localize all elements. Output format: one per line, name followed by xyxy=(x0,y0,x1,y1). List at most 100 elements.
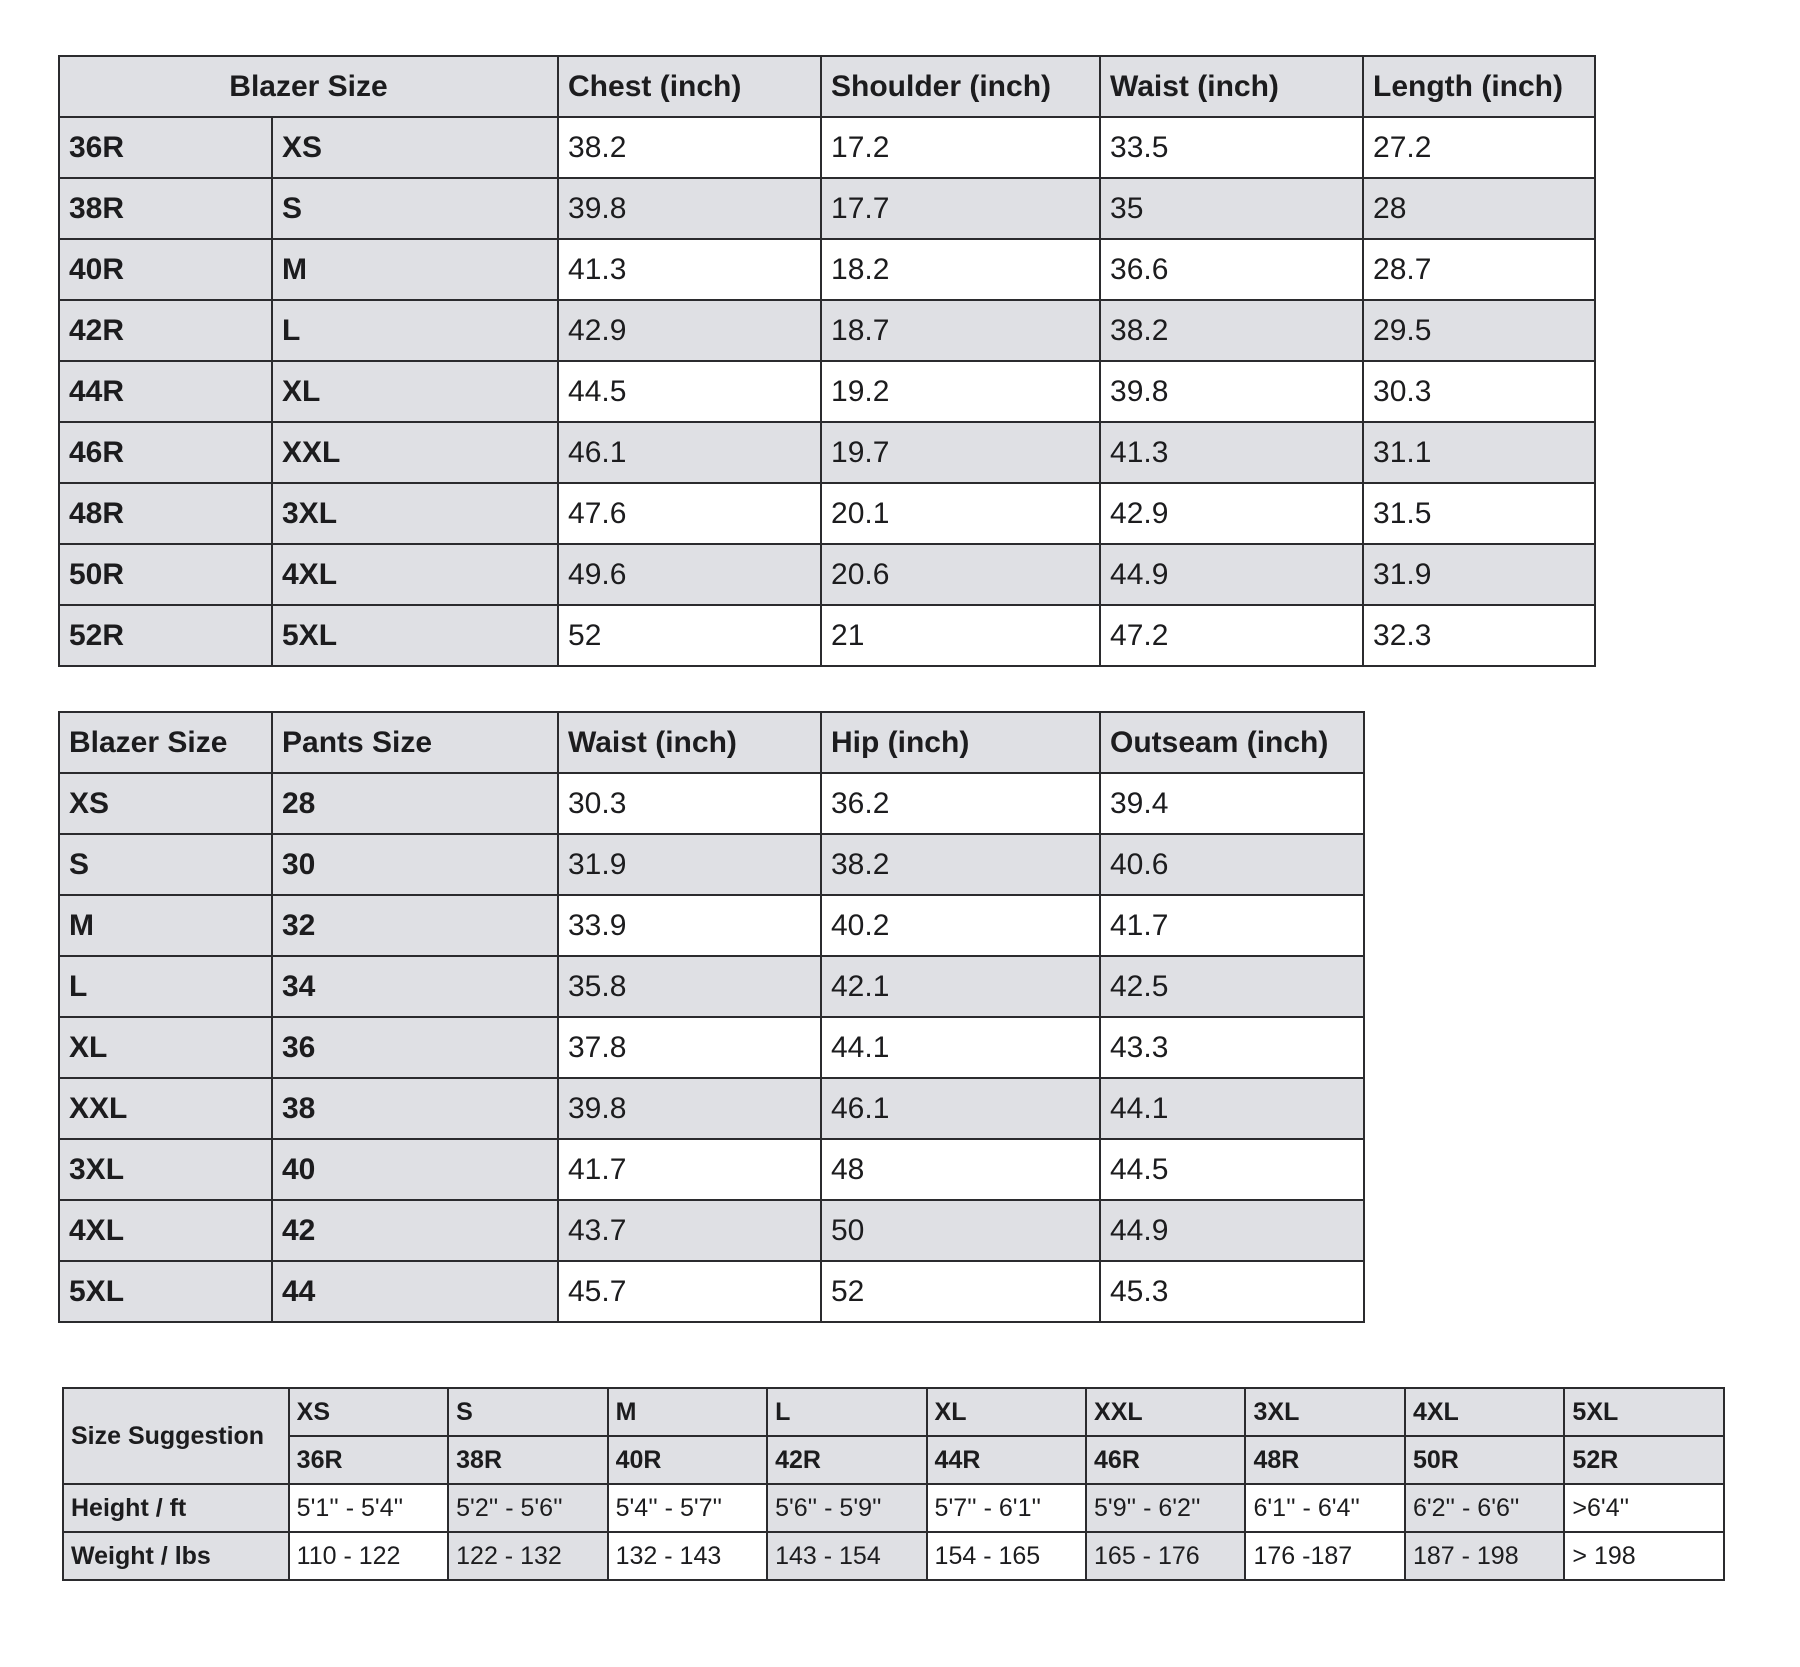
measurement-cell: 44.5 xyxy=(557,360,823,423)
table-row: XS 28 30.3 36.2 39.4 xyxy=(58,772,1365,835)
measurement-cell: 42.9 xyxy=(1099,482,1365,545)
measurement-cell: 27.2 xyxy=(1362,116,1597,179)
table-row: 50R 4XL 49.6 20.6 44.9 31.9 xyxy=(58,543,1597,606)
table-row: L 34 35.8 42.1 42.5 xyxy=(58,955,1365,1018)
blazer-size-cell: M xyxy=(58,894,273,957)
letter-size-header: S xyxy=(447,1387,609,1437)
measurement-cell: 17.2 xyxy=(820,116,1102,179)
letter-size-row: Size Suggestion XS S M L XL XXL 3XL 4XL 5XL xyxy=(62,1387,1725,1485)
column-header: Blazer Size xyxy=(58,711,273,774)
letter-size-cell: 3XL xyxy=(270,482,560,545)
measurement-cell: 30.3 xyxy=(557,772,822,835)
measurement-cell: 41.7 xyxy=(557,1138,822,1201)
measurement-cell: 44.1 xyxy=(1099,1077,1365,1140)
measurement-cell: 19.7 xyxy=(820,421,1102,484)
measurement-cell: 30.3 xyxy=(1362,360,1597,423)
measurement-cell: 18.2 xyxy=(820,238,1102,301)
measurement-cell: 45.3 xyxy=(1099,1260,1365,1323)
blazer-size-cell: XS xyxy=(58,772,273,835)
letter-size-header: XXL xyxy=(1085,1387,1247,1437)
suggestion-cell: 110 - 122 xyxy=(287,1531,450,1581)
measurement-cell: 33.9 xyxy=(557,894,822,957)
letter-size-cell: XL xyxy=(270,360,560,423)
measurement-cell: 43.3 xyxy=(1099,1016,1365,1079)
measurement-cell: 31.9 xyxy=(1362,543,1597,606)
suggestion-cell: 5'9'' - 6'2'' xyxy=(1085,1483,1247,1533)
measurement-cell: 47.6 xyxy=(557,482,823,545)
suggestion-cell: 5'6'' - 5'9'' xyxy=(766,1483,928,1533)
row-label: Height / ft xyxy=(62,1483,290,1533)
pants-size-cell: 36 xyxy=(271,1016,559,1079)
table-row: 3XL 40 41.7 48 44.5 xyxy=(58,1138,1365,1201)
measurement-cell: 37.8 xyxy=(557,1016,822,1079)
size-suggestion-table: Size Suggestion XS S M L XL XXL 3XL 4XL 5XL 36R 38R… xyxy=(62,1387,1725,1581)
letter-size-header: XS xyxy=(287,1387,450,1437)
measurement-cell: 31.9 xyxy=(557,833,822,896)
measurement-cell: 44.1 xyxy=(820,1016,1101,1079)
measurement-cell: 28 xyxy=(1362,177,1597,240)
table-row: XXL 38 39.8 46.1 44.1 xyxy=(58,1077,1365,1140)
blazer-size-cell: 3XL xyxy=(58,1138,273,1201)
blazer-size-cell: 40R xyxy=(58,238,273,301)
measurement-cell: 49.6 xyxy=(557,543,823,606)
letter-size-header: 5XL xyxy=(1563,1387,1725,1437)
suggestion-cell: 6'1'' - 6'4'' xyxy=(1244,1483,1406,1533)
measurement-cell: 35 xyxy=(1099,177,1365,240)
table-row: M 32 33.9 40.2 41.7 xyxy=(58,894,1365,957)
blazer-size-header: 42R xyxy=(766,1435,928,1485)
letter-size-header: 3XL xyxy=(1244,1387,1406,1437)
measurement-cell: 42.1 xyxy=(820,955,1101,1018)
table-row: 40R M 41.3 18.2 36.6 28.7 xyxy=(58,238,1597,301)
blazer-size-cell: 5XL xyxy=(58,1260,273,1323)
pants-size-cell: 28 xyxy=(271,772,559,835)
table-row: 5XL 44 45.7 52 45.3 xyxy=(58,1260,1365,1323)
table-row: XL 36 37.8 44.1 43.3 xyxy=(58,1016,1365,1079)
blazer-size-cell: L xyxy=(58,955,273,1018)
letter-size-cell: M xyxy=(270,238,560,301)
pants-size-table: Blazer Size Pants Size Waist (inch) Hip (in… xyxy=(58,711,1365,1323)
column-header: Waist (inch) xyxy=(557,711,822,774)
suggestion-cell: >6'4'' xyxy=(1563,1483,1725,1533)
suggestion-cell: > 198 xyxy=(1563,1531,1725,1581)
blazer-size-header: 40R xyxy=(606,1435,769,1485)
table-row: 44R XL 44.5 19.2 39.8 30.3 xyxy=(58,360,1597,423)
size-suggestion-label: Size Suggestion xyxy=(62,1387,290,1485)
blazer-size-cell: 42R xyxy=(58,299,273,362)
measurement-cell: 41.3 xyxy=(1099,421,1365,484)
table-row: 52R 5XL 52 21 47.2 32.3 xyxy=(58,604,1597,667)
measurement-cell: 17.7 xyxy=(820,177,1102,240)
measurement-cell: 42.9 xyxy=(557,299,823,362)
suggestion-cell: 5'1'' - 5'4'' xyxy=(287,1483,450,1533)
row-label: Weight / lbs xyxy=(62,1531,290,1581)
blazer-size-row: 36R 38R 40R 42R 44R 46R 48R 50R 52R xyxy=(63,1435,1725,1485)
measurement-cell: 39.4 xyxy=(1099,772,1365,835)
pants-size-cell: 42 xyxy=(271,1199,559,1262)
measurement-cell: 45.7 xyxy=(557,1260,822,1323)
blazer-size-cell: XXL xyxy=(58,1077,273,1140)
measurement-cell: 42.5 xyxy=(1099,955,1365,1018)
measurement-cell: 31.5 xyxy=(1362,482,1597,545)
column-header: Waist (inch) xyxy=(1099,55,1365,118)
suggestion-cell: 5'4'' - 5'7'' xyxy=(606,1483,769,1533)
measurement-cell: 52 xyxy=(557,604,823,667)
suggestion-cell: 6'2'' - 6'6'' xyxy=(1403,1483,1566,1533)
measurement-cell: 46.1 xyxy=(820,1077,1101,1140)
measurement-cell: 29.5 xyxy=(1362,299,1597,362)
table-row: 42R L 42.9 18.7 38.2 29.5 xyxy=(58,299,1597,362)
blazer-size-cell: XL xyxy=(58,1016,273,1079)
weight-row: Weight / lbs 110 - 122 122 - 132 132 - 143 1… xyxy=(62,1531,1725,1581)
blazer-size-cell: S xyxy=(58,833,273,896)
measurement-cell: 50 xyxy=(820,1199,1101,1262)
blazer-size-header: 50R xyxy=(1403,1435,1566,1485)
column-header: Shoulder (inch) xyxy=(820,55,1102,118)
blazer-size-header: 48R xyxy=(1244,1435,1406,1485)
measurement-cell: 38.2 xyxy=(1099,299,1365,362)
measurement-cell: 44.9 xyxy=(1099,1199,1365,1262)
measurement-cell: 43.7 xyxy=(557,1199,822,1262)
measurement-cell: 48 xyxy=(820,1138,1101,1201)
letter-size-header: L xyxy=(766,1387,928,1437)
pants-size-cell: 30 xyxy=(271,833,559,896)
suggestion-cell: 154 - 165 xyxy=(925,1531,1088,1581)
measurement-cell: 41.3 xyxy=(557,238,823,301)
letter-size-cell: S xyxy=(270,177,560,240)
